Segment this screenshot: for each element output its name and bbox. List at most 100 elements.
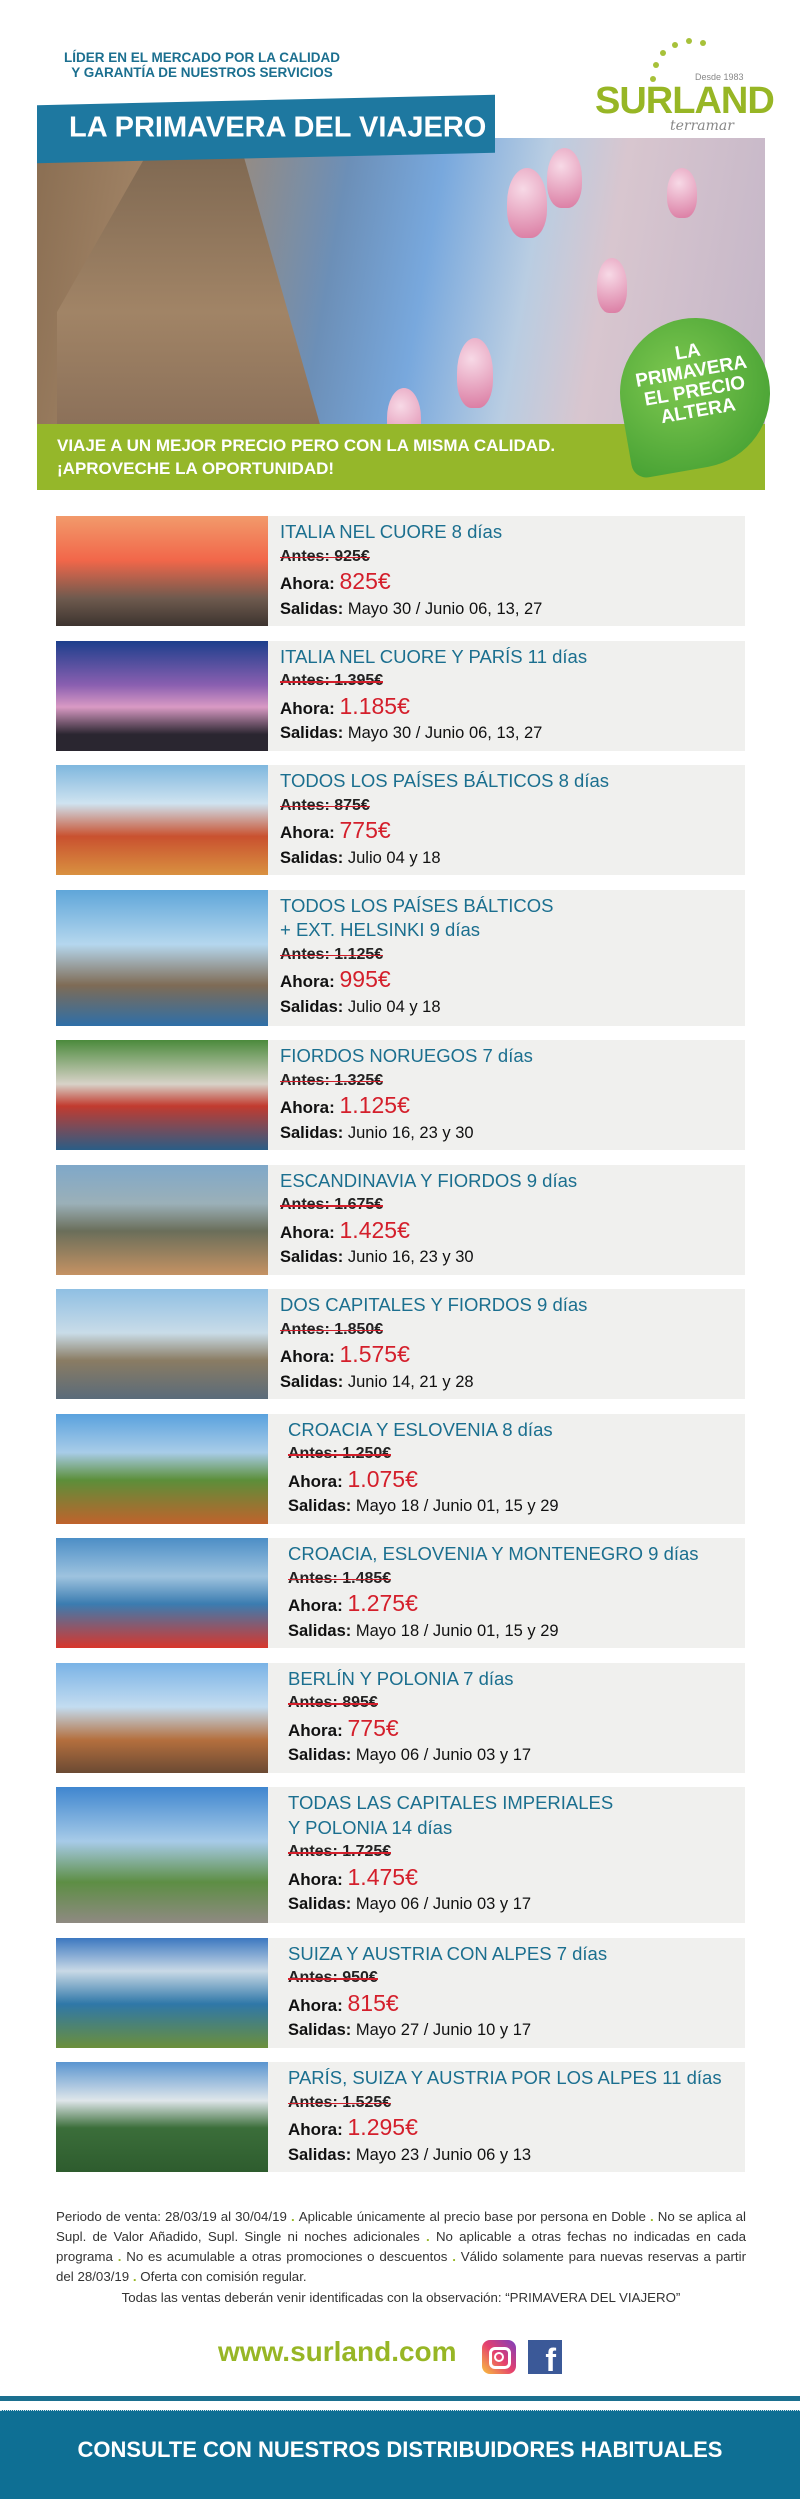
departures: Salidas: Junio 16, 23 y 30 [280,1248,474,1266]
trip-image[interactable] [56,1662,268,1773]
trip-image[interactable] [56,889,268,1026]
new-price: Ahora: 1.185€ [280,692,410,719]
old-price: Antes: 1.325€ [280,1069,384,1094]
trip-row[interactable]: ITALIA NEL CUORE Y PARÍS 11 días Antes: … [56,640,745,751]
tagline: LÍDER EN EL MERCADO POR LA CALIDAD Y GAR… [63,50,340,80]
price-value: 1.275€ [347,1590,418,1616]
new-price: Ahora: 825€ [280,568,391,594]
trip-title[interactable]: PARÍS, SUIZA Y AUSTRIA POR LOS ALPES 11 … [288,2067,722,2088]
trip-image[interactable] [56,1413,268,1524]
old-price: Antes: 1.485€ [288,1567,392,1592]
trip-image[interactable] [56,1164,268,1275]
trip-row[interactable]: TODOS LOS PAÍSES BÁLTICOS + EXT. HELSINK… [56,889,745,1026]
trip-info: ITALIA NEL CUORE 8 días Antes: 925€ Ahor… [268,516,542,626]
trip-title[interactable]: ITALIA NEL CUORE Y PARÍS 11 días [280,645,588,667]
trip-title[interactable]: CROACIA Y ESLOVENIA 8 días [288,1418,553,1440]
trip-row[interactable]: PARÍS, SUIZA Y AUSTRIA POR LOS ALPES 11 … [56,2062,745,2172]
trip-image[interactable] [56,2062,268,2172]
old-price: Antes: 895€ [288,1691,378,1716]
price-value: 1.425€ [339,1216,410,1243]
old-price: Antes: 1.850€ [280,1318,384,1343]
new-price: Ahora: 1.425€ [280,1216,410,1243]
legal-conditions: Periodo de venta: 28/03/19 al 30/04/19 .… [56,2207,746,2287]
facebook-icon[interactable]: f [528,2340,562,2374]
trip-row[interactable]: CROACIA, ESLOVENIA Y MONTENEGRO 9 días A… [56,1538,745,1648]
new-price: Ahora: 1.125€ [280,1092,410,1118]
trip-image[interactable] [56,1289,268,1399]
trip-image[interactable] [56,765,268,875]
trip-info: ITALIA NEL CUORE Y PARÍS 11 días Antes: … [268,641,587,751]
price-value: 825€ [339,568,391,594]
website-link[interactable]: www.surland.com [218,2336,457,2367]
departures: Salidas: Mayo 06 / Junio 03 y 17 [288,1895,532,1913]
new-price: Ahora: 775€ [288,1714,399,1741]
legal-clause: Periodo de venta: 28/03/19 al 30/04/19 [56,2209,287,2224]
trip-title[interactable]: ITALIA NEL CUORE 8 días [280,521,503,542]
departures: Salidas: Mayo 30 / Junio 06, 13, 27 [280,599,543,618]
departures: Salidas: Julio 04 y 18 [280,997,441,1016]
departures: Salidas: Mayo 23 / Junio 06 y 13 [288,2145,532,2164]
new-price: Ahora: 1.295€ [288,2114,418,2140]
departures: Salidas: Mayo 18 / Junio 01, 15 y 29 [288,1497,559,1515]
new-price: Ahora: 775€ [280,817,391,843]
campaign-title-banner: LA PRIMAVERA DEL VIAJERO [37,94,495,164]
price-value: 1.075€ [347,1465,418,1492]
new-price: Ahora: 1.075€ [288,1465,418,1492]
trip-title[interactable]: DOS CAPITALES Y FIORDOS 9 días [280,1294,588,1315]
trip-row[interactable]: TODAS LAS CAPITALES IMPERIALES Y POLONIA… [56,1787,745,1923]
trip-title[interactable]: BERLÍN Y POLONIA 7 días [288,1667,514,1689]
trip-row[interactable]: TODOS LOS PAÍSES BÁLTICOS 8 días Antes: … [56,765,745,875]
trip-title[interactable]: TODAS LAS CAPITALES IMPERIALES [288,1792,614,1813]
bullet-separator: . [286,2209,299,2224]
trip-row[interactable]: BERLÍN Y POLONIA 7 días Antes: 895€ Ahor… [56,1662,745,1773]
trip-title[interactable]: FIORDOS NORUEGOS 7 días [280,1045,533,1066]
trip-title[interactable]: TODOS LOS PAÍSES BÁLTICOS 8 días [280,770,610,791]
trip-row[interactable]: CROACIA Y ESLOVENIA 8 días Antes: 1.250€… [56,1413,745,1524]
old-price: Antes: 1.250€ [288,1442,392,1467]
instagram-icon[interactable] [482,2340,516,2374]
trip-image[interactable] [56,1040,268,1150]
trip-image[interactable] [56,1937,268,2048]
departures: Salidas: Mayo 18 / Junio 01, 15 y 29 [288,1621,559,1640]
trip-row[interactable]: FIORDOS NORUEGOS 7 días Antes: 1.325€ Ah… [56,1040,745,1150]
trip-info: DOS CAPITALES Y FIORDOS 9 días Antes: 1.… [268,1289,587,1399]
trip-info: TODAS LAS CAPITALES IMPERIALES Y POLONIA… [268,1787,613,1923]
legal-clause: No es acumulable a otras promociones o d… [126,2249,448,2264]
trip-row[interactable]: DOS CAPITALES Y FIORDOS 9 días Antes: 1.… [56,1289,745,1399]
old-price: Antes: 875€ [280,794,370,819]
trip-image[interactable] [56,1787,268,1923]
trip-title[interactable]: SUIZA Y AUSTRIA CON ALPES 7 días [288,1942,608,1964]
old-price: Antes: 925€ [280,545,370,570]
trip-title[interactable]: ESCANDINAVIA Y FIORDOS 9 días [280,1169,578,1191]
departures: Salidas: Mayo 06 / Junio 03 y 17 [288,1746,532,1764]
trip-row[interactable]: ITALIA NEL CUORE 8 días Antes: 925€ Ahor… [56,516,745,626]
trip-info: TODOS LOS PAÍSES BÁLTICOS + EXT. HELSINK… [268,890,553,1026]
trip-title[interactable]: CROACIA, ESLOVENIA Y MONTENEGRO 9 días [288,1543,699,1564]
surland-logo[interactable]: Desde 1983 SURLAND terramar [590,32,775,134]
trip-image[interactable] [56,1538,268,1648]
new-price: Ahora: 815€ [288,1989,399,2016]
departures: Salidas: Junio 16, 23 y 30 [280,1123,474,1142]
trip-image[interactable] [56,516,268,626]
new-price: Ahora: 1.475€ [288,1863,418,1890]
trip-info: FIORDOS NORUEGOS 7 días Antes: 1.325€ Ah… [268,1040,533,1150]
old-price: Antes: 950€ [288,1966,378,1991]
eiffel-tower-image [57,138,321,428]
trip-info: TODOS LOS PAÍSES BÁLTICOS 8 días Antes: … [268,765,609,875]
trip-info: PARÍS, SUIZA Y AUSTRIA POR LOS ALPES 11 … [268,2062,722,2172]
trip-title-line2[interactable]: Y POLONIA 14 días [288,1816,453,1838]
price-value: 1.295€ [347,2114,418,2140]
new-price: Ahora: 1.575€ [280,1341,410,1367]
trip-list: ITALIA NEL CUORE 8 días Antes: 925€ Ahor… [56,516,745,2187]
price-value: 995€ [339,966,391,992]
price-value: 1.575€ [339,1341,410,1367]
trip-row[interactable]: ESCANDINAVIA Y FIORDOS 9 días Antes: 1.6… [56,1164,745,1275]
trip-title[interactable]: TODOS LOS PAÍSES BÁLTICOS [280,894,554,916]
trip-image[interactable] [56,640,268,751]
new-price: Ahora: 1.275€ [288,1590,418,1616]
old-price: Antes: 1.725€ [288,1840,392,1865]
departures: Salidas: Mayo 27 / Junio 10 y 17 [288,2021,532,2039]
trip-row[interactable]: SUIZA Y AUSTRIA CON ALPES 7 días Antes: … [56,1937,745,2048]
bullet-separator: . [419,2229,436,2244]
trip-title-line2[interactable]: + EXT. HELSINKI 9 días [280,919,480,940]
